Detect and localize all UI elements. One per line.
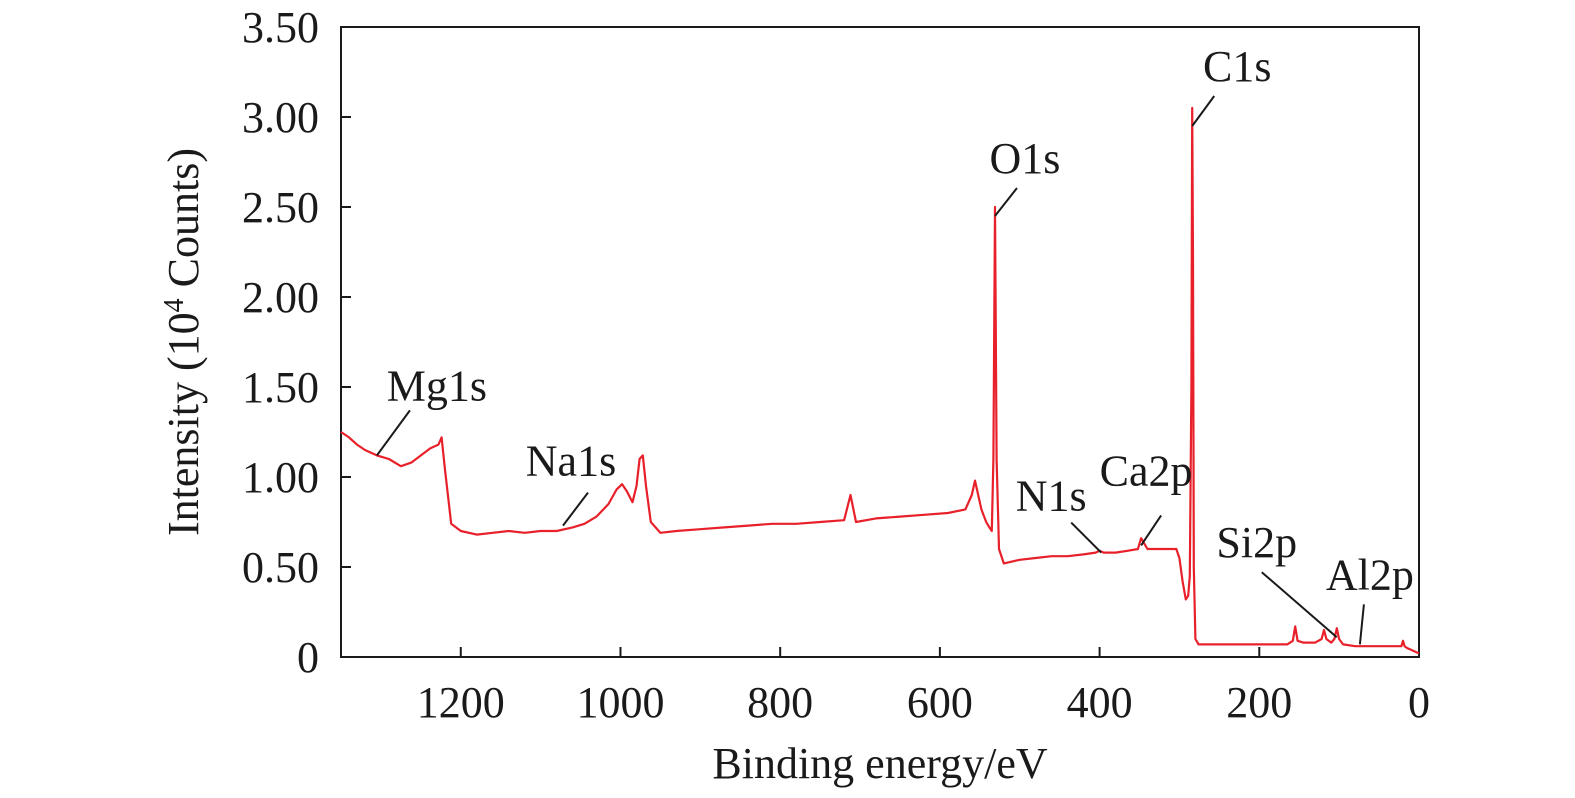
- peak-leader-n1s: [1070, 521, 1102, 554]
- y-tick-label: 2.50: [242, 183, 319, 232]
- peak-leader-mg1s: [376, 409, 411, 456]
- x-tick-label: 1000: [576, 678, 664, 727]
- peak-leader-na1s: [562, 491, 589, 527]
- y-tick-label: 3.00: [242, 93, 319, 142]
- plot-area: [340, 26, 1420, 658]
- x-tick-label: 200: [1226, 678, 1292, 727]
- y-tick-label: 0: [297, 633, 319, 682]
- x-tick-label: 800: [747, 678, 813, 727]
- y-tick-label: 0.50: [242, 543, 319, 592]
- plot-frame: [340, 26, 1420, 658]
- peak-leader-o1s: [994, 187, 1018, 217]
- series-layer: [340, 106, 1420, 655]
- y-tick-label: 3.50: [242, 3, 319, 52]
- x-tick-label: 0: [1408, 678, 1430, 727]
- peak-leader-c1s: [1191, 95, 1216, 127]
- peak-label-n1s: N1s: [1016, 472, 1087, 521]
- y-tick-label: 2.00: [242, 273, 319, 322]
- peak-leader-si2p: [1261, 571, 1338, 638]
- y-tick-label: 1.00: [242, 453, 319, 502]
- x-tick-label: 600: [907, 678, 973, 727]
- spectrum-line: [340, 106, 1420, 655]
- peak-label-c1s: C1s: [1203, 42, 1271, 91]
- peak-label-ca2p: Ca2p: [1100, 446, 1193, 495]
- peak-label-mg1s: Mg1s: [387, 361, 487, 410]
- annotation-labels: Mg1s Na1s O1s N1s Ca2p C1s Si2p Al2p: [387, 42, 1414, 599]
- peak-leader-al2p: [1358, 604, 1365, 645]
- y-axis-title-exponent: 4: [159, 298, 190, 312]
- x-tick-label: 1200: [417, 678, 505, 727]
- y-axis-title-prefix: Intensity (10: [159, 312, 208, 536]
- peak-leader-ca2p: [1140, 514, 1162, 546]
- peak-label-na1s: Na1s: [526, 437, 616, 486]
- peak-label-o1s: O1s: [990, 134, 1061, 183]
- annotation-leaders: [376, 95, 1365, 645]
- peak-label-si2p: Si2p: [1216, 518, 1297, 567]
- y-axis-title: Intensity (104 Counts): [159, 148, 209, 536]
- y-tick-label: 1.50: [242, 363, 319, 412]
- y-axis-title-suffix: Counts): [159, 148, 208, 298]
- peak-label-al2p: Al2p: [1326, 550, 1414, 599]
- axis-ticks: 1200 1000 800 600 400 200 0 0 0.50 1.00 1.50 2.00 2.…: [242, 3, 1430, 727]
- x-axis-title: Binding energy/eV: [712, 739, 1047, 788]
- x-tick-label: 400: [1067, 678, 1133, 727]
